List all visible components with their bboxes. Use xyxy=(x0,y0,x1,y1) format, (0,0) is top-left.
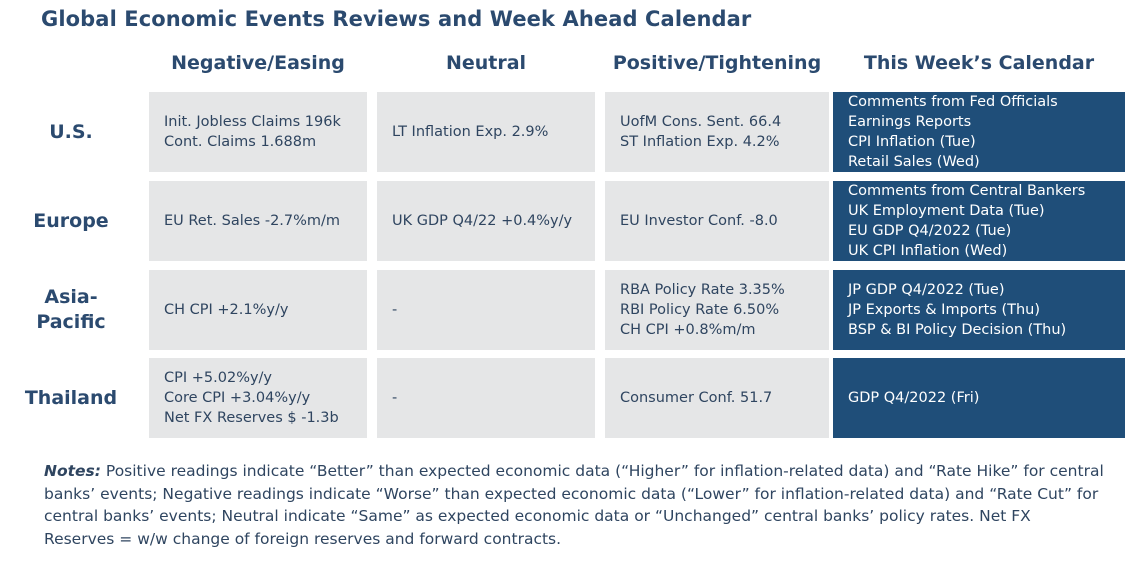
indicator-line: UK GDP Q4/22 +0.4%y/y xyxy=(392,213,573,229)
row-header: Asia-Pacific xyxy=(16,270,126,350)
column-header-calendar: This Week’s Calendar xyxy=(863,52,1095,74)
table-cell-positive: Consumer Conf. 51.7 xyxy=(605,358,829,438)
table-cell-positive: EU Investor Conf. -8.0 xyxy=(605,181,829,261)
notes-label: Notes: xyxy=(44,462,101,480)
indicator-line: Init. Jobless Claims 196k xyxy=(164,114,341,130)
indicator-line: - xyxy=(392,302,398,318)
table-cell-negative: Init. Jobless Claims 196k Cont. Claims 1.… xyxy=(149,92,367,172)
indicator-line: EU Investor Conf. -8.0 xyxy=(620,213,778,229)
table-cell-neutral: - xyxy=(377,270,595,350)
region-label: Thailand xyxy=(24,386,118,409)
table-cell-neutral: - xyxy=(377,358,595,438)
calendar-event: JP Exports & Imports (Thu) xyxy=(848,302,1041,318)
indicator-line: Core CPI +3.04%y/y xyxy=(164,390,311,406)
indicator-line: Consumer Conf. 51.7 xyxy=(620,390,773,406)
calendar-event: Comments from Central Bankers xyxy=(848,183,1086,199)
indicator-line: EU Ret. Sales -2.7%m/m xyxy=(164,213,341,229)
region-label: U.S. xyxy=(49,120,93,143)
row-header: Europe xyxy=(16,181,126,261)
table-cell-calendar: Comments from Central Bankers UK Employme… xyxy=(833,181,1125,261)
calendar-event: GDP Q4/2022 (Fri) xyxy=(848,390,980,406)
indicator-line: ST Inflation Exp. 4.2% xyxy=(620,134,780,150)
region-label: Europe xyxy=(33,209,109,232)
indicator-line: RBI Policy Rate 6.50% xyxy=(620,302,780,318)
row-header: Thailand xyxy=(16,358,126,438)
table-cell-calendar: Comments from Fed Officials Earnings Repo… xyxy=(833,92,1125,172)
calendar-event: Retail Sales (Wed) xyxy=(848,154,980,170)
indicator-line: Net FX Reserves $ -1.3b xyxy=(164,410,339,426)
calendar-event: UK Employment Data (Tue) xyxy=(848,203,1045,219)
table-cell-positive: RBA Policy Rate 3.35% RBI Policy Rate 6.5… xyxy=(605,270,829,350)
table-cell-calendar: JP GDP Q4/2022 (Tue) JP Exports & Imports… xyxy=(833,270,1125,350)
notes-paragraph: Notes: Positive readings indicate “Bette… xyxy=(44,460,1104,550)
table-cell-negative: EU Ret. Sales -2.7%m/m xyxy=(149,181,367,261)
calendar-event: Comments from Fed Officials xyxy=(848,94,1058,110)
table-cell-calendar: GDP Q4/2022 (Fri) xyxy=(833,358,1125,438)
page-title: Global Economic Events Reviews and Week … xyxy=(41,7,752,31)
calendar-event: EU GDP Q4/2022 (Tue) xyxy=(848,223,1012,239)
calendar-event: Earnings Reports xyxy=(848,114,972,130)
calendar-event: BSP & BI Policy Decision (Thu) xyxy=(848,322,1067,338)
column-header-positive: Positive/Tightening xyxy=(612,52,822,74)
column-header-neutral: Neutral xyxy=(445,52,527,74)
region-label: Asia-Pacific xyxy=(36,286,106,333)
row-header: U.S. xyxy=(16,92,126,172)
notes-text: Positive readings indicate “Better” than… xyxy=(44,462,1104,548)
indicator-line: - xyxy=(392,390,398,406)
indicator-line: CH CPI +0.8%m/m xyxy=(620,322,756,338)
table-cell-negative: CH CPI +2.1%y/y xyxy=(149,270,367,350)
indicator-line: LT Inflation Exp. 2.9% xyxy=(392,124,549,140)
indicator-line: CPI +5.02%y/y xyxy=(164,370,273,386)
column-header-negative: Negative/Easing xyxy=(171,52,345,74)
indicator-line: RBA Policy Rate 3.35% xyxy=(620,282,785,298)
table-cell-positive: UofM Cons. Sent. 66.4 ST Inflation Exp. 4… xyxy=(605,92,829,172)
calendar-event: JP GDP Q4/2022 (Tue) xyxy=(848,282,1005,298)
table-cell-neutral: UK GDP Q4/22 +0.4%y/y xyxy=(377,181,595,261)
table-cell-neutral: LT Inflation Exp. 2.9% xyxy=(377,92,595,172)
calendar-event: UK CPI Inflation (Wed) xyxy=(848,243,1008,259)
indicator-line: UofM Cons. Sent. 66.4 xyxy=(620,114,782,130)
calendar-event: CPI Inflation (Tue) xyxy=(848,134,976,150)
table-cell-negative: CPI +5.02%y/y Core CPI +3.04%y/y Net FX Re… xyxy=(149,358,367,438)
indicator-line: Cont. Claims 1.688m xyxy=(164,134,317,150)
indicator-line: CH CPI +2.1%y/y xyxy=(164,302,289,318)
